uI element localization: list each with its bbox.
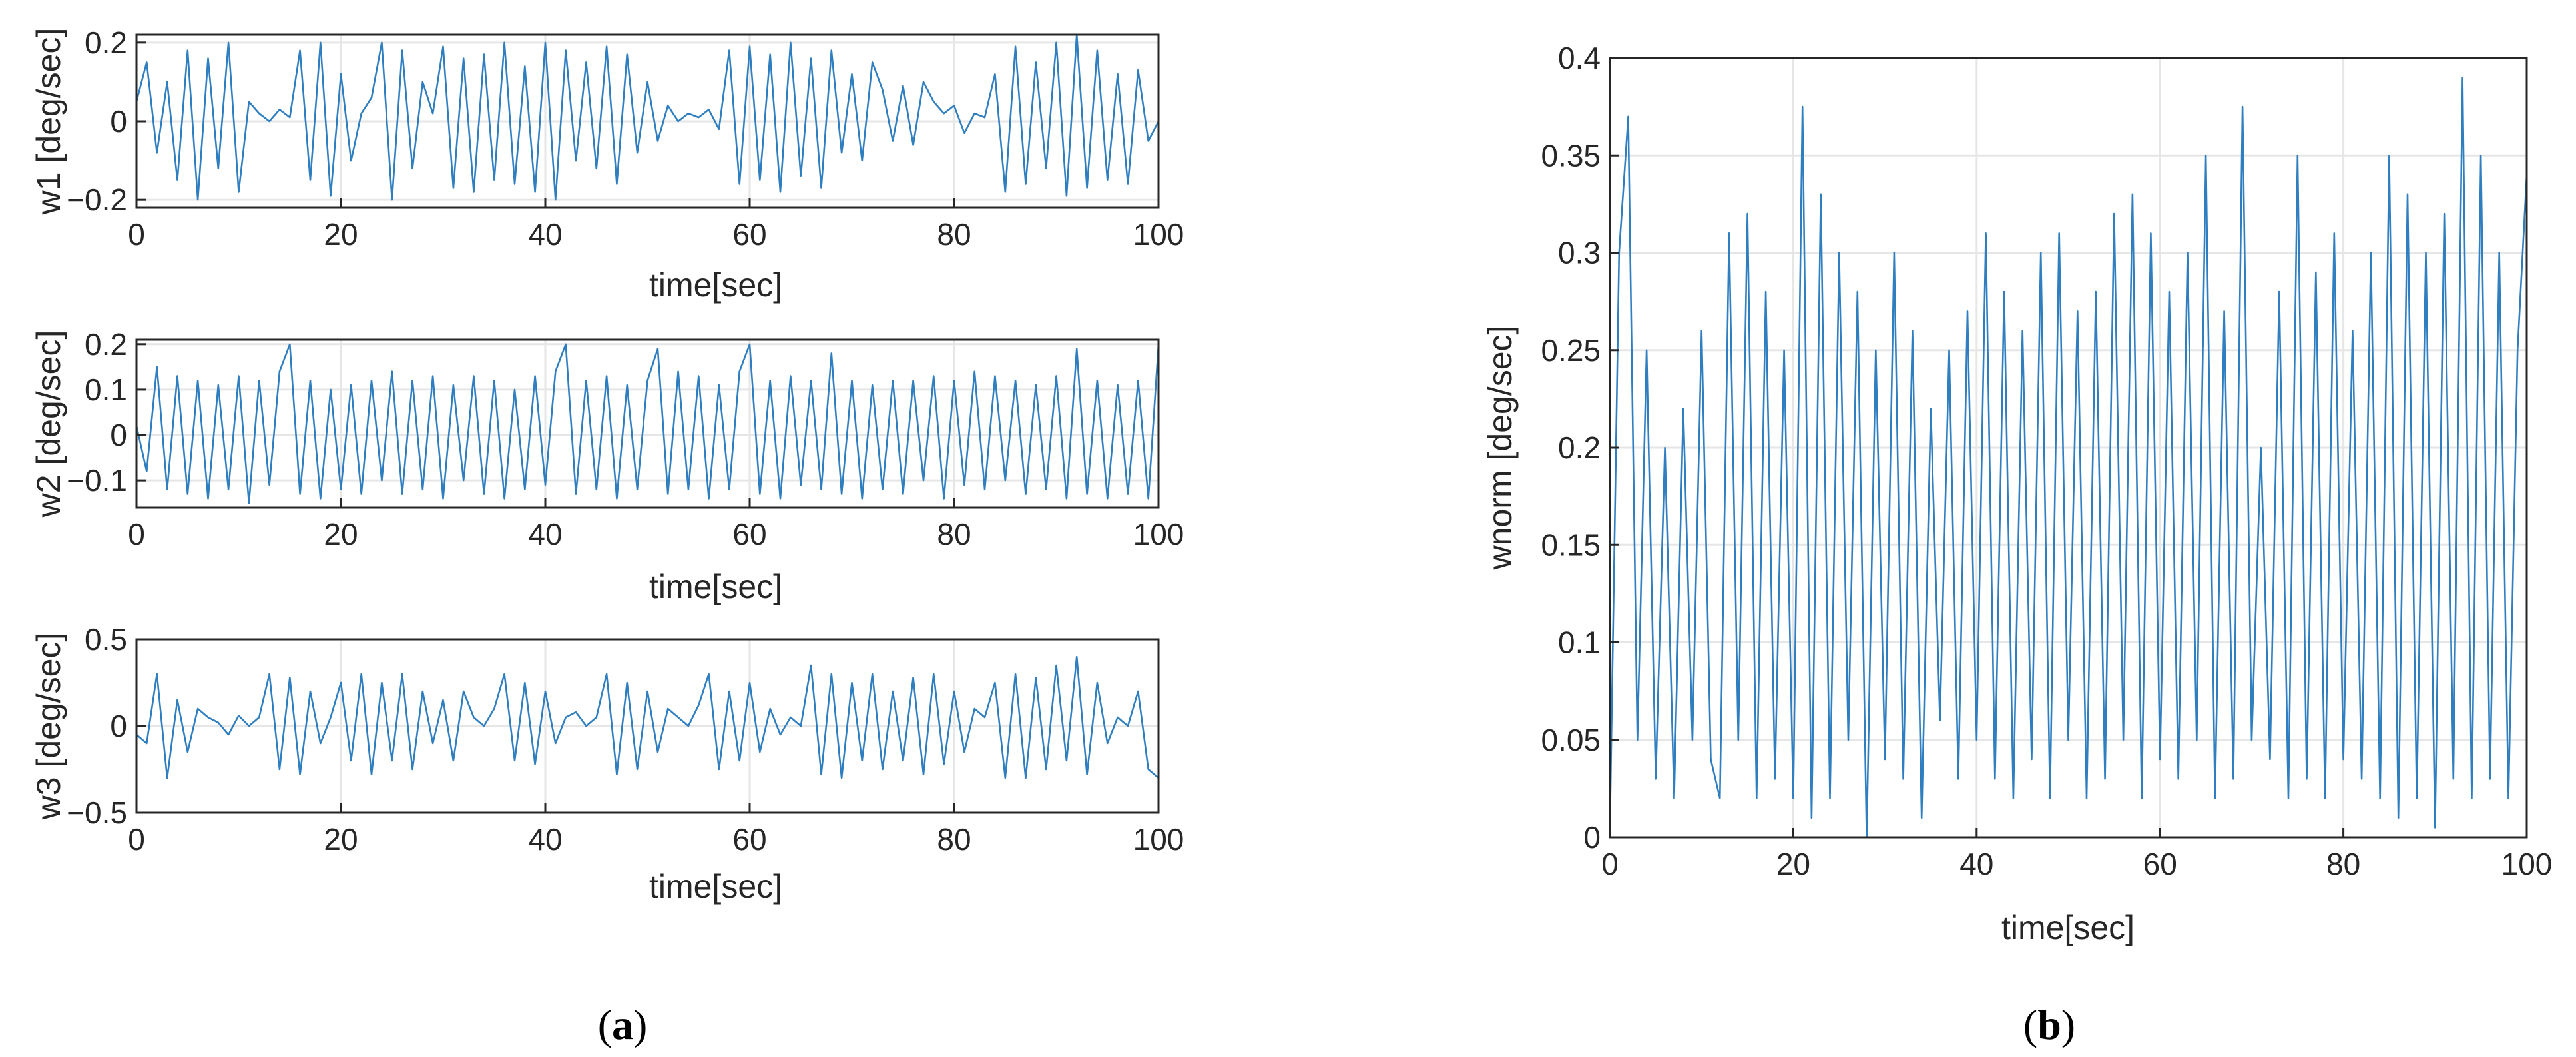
series-layer bbox=[135, 33, 1160, 201]
axes bbox=[135, 33, 1160, 209]
y-tick-label: 0 bbox=[1583, 820, 1601, 855]
y-tick-label: 0.1 bbox=[85, 372, 127, 407]
x-tick-label: 40 bbox=[528, 217, 562, 252]
chart-w2: 0 20 40 60 80 100−0.100.10.2 time[sec] w2 [de… bbox=[30, 327, 1184, 605]
grid bbox=[135, 638, 1160, 814]
y-tick-label: 0.5 bbox=[85, 622, 127, 657]
chart-w3: 0 20 40 60 80 100−0.500.5 time[sec] w3 [deg/s… bbox=[30, 622, 1184, 905]
x-tick-label: 40 bbox=[1959, 847, 1993, 881]
x-tick-label: 20 bbox=[324, 822, 358, 857]
panel-label-b: (b) bbox=[2023, 1001, 2075, 1048]
panel-label-a-open: ( bbox=[598, 1001, 612, 1048]
series-layer bbox=[1609, 77, 2528, 839]
series-layer bbox=[136, 655, 1159, 779]
chart-w1: 0 20 40 60 80 100−0.200.2 time[sec] w1 [deg/s… bbox=[30, 25, 1184, 304]
x-tick-label: 40 bbox=[528, 517, 562, 551]
panel-label-a-letter: a bbox=[612, 1001, 633, 1048]
tick-labels: 0 20 40 60 80 100 0 0.05 0.1 0.15 0.2 0.25 0.3 0.35 0.… bbox=[1541, 41, 2552, 881]
y-tick-label: 0.3 bbox=[1558, 236, 1601, 270]
tick-labels: 0 20 40 60 80 100−0.200.2 bbox=[67, 25, 1184, 252]
y-tick-label: 0.15 bbox=[1541, 528, 1601, 562]
panel-label-b-open: ( bbox=[2023, 1001, 2037, 1048]
y-tick-label: 0.25 bbox=[1541, 333, 1601, 368]
x-axis-label: time[sec] bbox=[649, 266, 782, 304]
panel-label-b-close: ) bbox=[2061, 1001, 2075, 1048]
series-line-0 bbox=[136, 655, 1159, 779]
series-line-0 bbox=[135, 343, 1160, 504]
y-axis-label: wnorm [deg/sec] bbox=[1481, 326, 1519, 571]
y-tick-label: 0 bbox=[110, 418, 127, 452]
x-tick-label: 20 bbox=[324, 517, 358, 551]
y-axis-label: w1 [deg/sec] bbox=[30, 28, 67, 216]
y-tick-label: 0.2 bbox=[85, 25, 127, 60]
x-tick-label: 60 bbox=[732, 217, 766, 252]
x-tick-label: 100 bbox=[1133, 217, 1184, 252]
panel-label-a: (a) bbox=[598, 1001, 648, 1048]
x-tick-label: 80 bbox=[937, 517, 971, 551]
series-line-0 bbox=[1609, 77, 2528, 839]
x-tick-label: 100 bbox=[2501, 847, 2553, 881]
series-layer bbox=[135, 343, 1160, 504]
x-tick-label: 60 bbox=[732, 822, 766, 857]
plot-area bbox=[136, 340, 1159, 508]
y-tick-label: −0.2 bbox=[67, 182, 127, 217]
x-axis-label: time[sec] bbox=[649, 868, 782, 905]
axes-box bbox=[135, 338, 1160, 509]
y-axis-label: w2 [deg/sec] bbox=[30, 330, 67, 518]
x-tick-label: 40 bbox=[528, 822, 562, 857]
x-tick-label: 20 bbox=[324, 217, 358, 252]
axes bbox=[1609, 57, 2528, 839]
x-tick-label: 0 bbox=[128, 517, 145, 551]
y-tick-label: 0.35 bbox=[1541, 138, 1601, 173]
y-tick-label: 0 bbox=[110, 709, 127, 743]
grid bbox=[135, 35, 1160, 208]
panel-label-b-letter: b bbox=[2037, 1001, 2061, 1048]
y-axis-label: w3 [deg/sec] bbox=[30, 633, 67, 821]
chart-wnorm: 0 20 40 60 80 100 0 0.05 0.1 0.15 0.2 0.25 0.3 0.35 0.… bbox=[1481, 41, 2552, 946]
x-tick-label: 100 bbox=[1133, 517, 1184, 551]
y-tick-label: 0.2 bbox=[85, 327, 127, 362]
y-tick-label: 0.1 bbox=[1558, 625, 1601, 660]
x-tick-label: 20 bbox=[1776, 847, 1810, 881]
series-line-0 bbox=[135, 33, 1160, 201]
y-tick-label: −0.5 bbox=[67, 795, 127, 830]
x-tick-label: 80 bbox=[937, 822, 971, 857]
x-axis-label: time[sec] bbox=[2001, 909, 2135, 946]
y-tick-label: −0.1 bbox=[67, 463, 127, 498]
tick-labels: 0 20 40 60 80 100−0.100.10.2 bbox=[67, 327, 1184, 551]
y-tick-label: 0.2 bbox=[1558, 430, 1601, 465]
x-tick-label: 0 bbox=[128, 217, 145, 252]
y-tick-label: 0.05 bbox=[1541, 723, 1601, 757]
axes bbox=[135, 338, 1160, 509]
y-tick-label: 0.4 bbox=[1558, 41, 1601, 75]
x-tick-label: 100 bbox=[1133, 822, 1184, 857]
x-axis-label: time[sec] bbox=[649, 568, 782, 605]
x-tick-label: 0 bbox=[128, 822, 145, 857]
x-tick-label: 60 bbox=[2143, 847, 2177, 881]
x-tick-label: 0 bbox=[1601, 847, 1619, 881]
tick-labels: 0 20 40 60 80 100−0.500.5 bbox=[67, 622, 1184, 857]
panel-label-a-close: ) bbox=[633, 1001, 647, 1048]
grid bbox=[135, 340, 1160, 508]
x-tick-label: 80 bbox=[937, 217, 971, 252]
y-tick-label: 0 bbox=[110, 104, 127, 139]
x-tick-label: 60 bbox=[732, 517, 766, 551]
x-tick-label: 80 bbox=[2326, 847, 2360, 881]
axes bbox=[135, 638, 1160, 814]
